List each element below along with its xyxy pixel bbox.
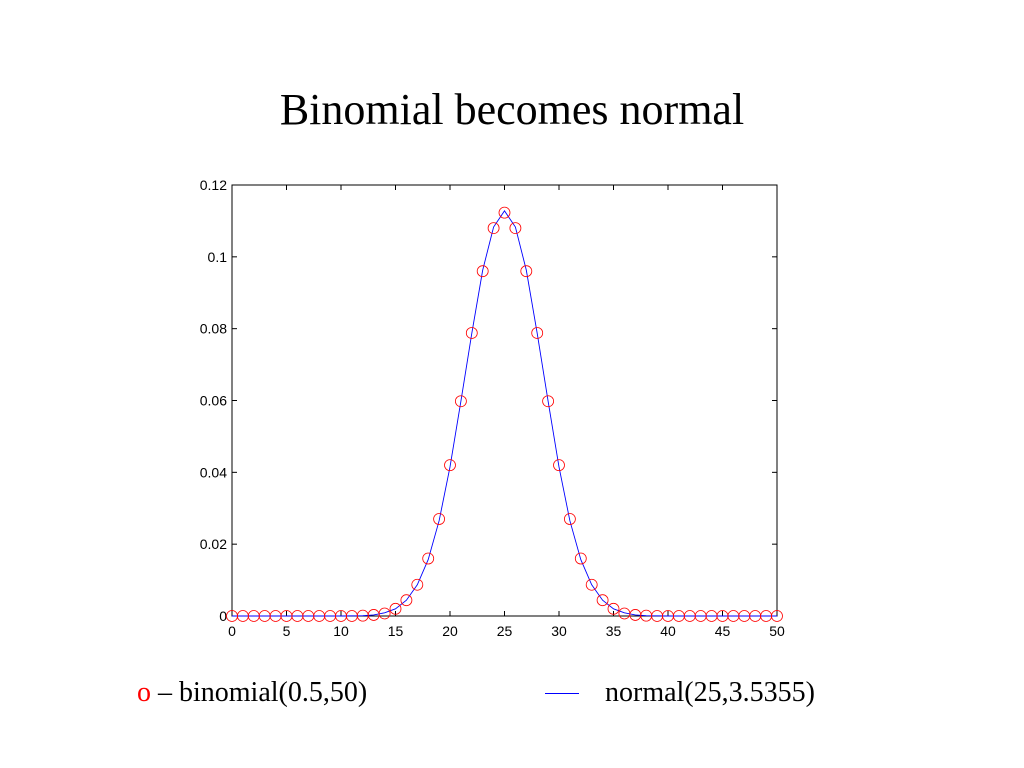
binomial-point <box>400 594 413 607</box>
binomial-point <box>378 607 391 620</box>
plot-area-frame <box>231 184 778 617</box>
binomial-point <box>542 395 554 408</box>
binomial-point <box>411 578 424 591</box>
y-tick-label: 0.06 <box>200 393 227 409</box>
binomial-legend-label: – binomial(0.5,50) <box>158 677 368 708</box>
x-tick-label: 5 <box>283 623 291 639</box>
binomial-point <box>433 513 446 525</box>
x-tick-label: 40 <box>660 623 676 639</box>
x-tick-label: 25 <box>497 623 513 639</box>
binomial-marker-glyph: o <box>137 677 151 708</box>
binomial-point <box>596 594 609 607</box>
binomial-point <box>389 602 402 615</box>
binomial-point <box>509 222 522 235</box>
x-tick-label: 45 <box>715 623 731 639</box>
binomial-point <box>444 459 456 472</box>
x-tick-label: 20 <box>442 623 458 639</box>
y-tick-label: 0.02 <box>200 536 227 552</box>
series-layer <box>226 206 783 622</box>
x-tick-label: 50 <box>769 623 785 639</box>
y-tick-label: 0 <box>219 608 227 624</box>
y-tick-label: 0.04 <box>200 464 227 480</box>
normal-legend-line <box>545 693 579 695</box>
binomial-point <box>553 459 565 472</box>
binomial-point <box>487 222 500 235</box>
binomial-point <box>422 552 435 565</box>
binomial-point <box>771 610 783 622</box>
x-tick-label: 30 <box>551 623 567 639</box>
binomial-point <box>465 327 478 339</box>
binomial-point <box>531 327 544 339</box>
y-axis-ticks: 0 0.02 0.04 0.06 0.08 0.1 0.12 <box>200 177 777 624</box>
normal-curve-line <box>232 210 777 617</box>
legend-binomial: o – binomial(0.5,50) <box>137 676 367 710</box>
binomial-point <box>574 552 587 565</box>
y-tick-label: 0.08 <box>200 321 227 337</box>
y-tick-label: 0.1 <box>208 249 228 265</box>
binomial-point <box>476 265 489 278</box>
x-tick-label: 10 <box>333 623 349 639</box>
normal-legend-label: normal(25,3.5355) <box>605 677 815 708</box>
x-tick-label: 0 <box>228 623 236 639</box>
binomial-point <box>498 206 511 219</box>
x-tick-label: 35 <box>606 623 622 639</box>
binomial-point <box>564 513 576 525</box>
x-axis-ticks: 0 5 10 15 20 25 30 35 40 45 50 <box>228 185 785 639</box>
binomial-point <box>585 578 598 591</box>
y-tick-label: 0.12 <box>200 177 227 193</box>
binomial-point <box>607 602 620 615</box>
binomial-point <box>520 265 533 278</box>
slide-title: Binomial becomes normal <box>279 85 745 134</box>
binomial-point <box>454 395 467 408</box>
x-tick-label: 15 <box>388 623 404 639</box>
legend-normal: normal(25,3.5355) <box>545 676 815 710</box>
